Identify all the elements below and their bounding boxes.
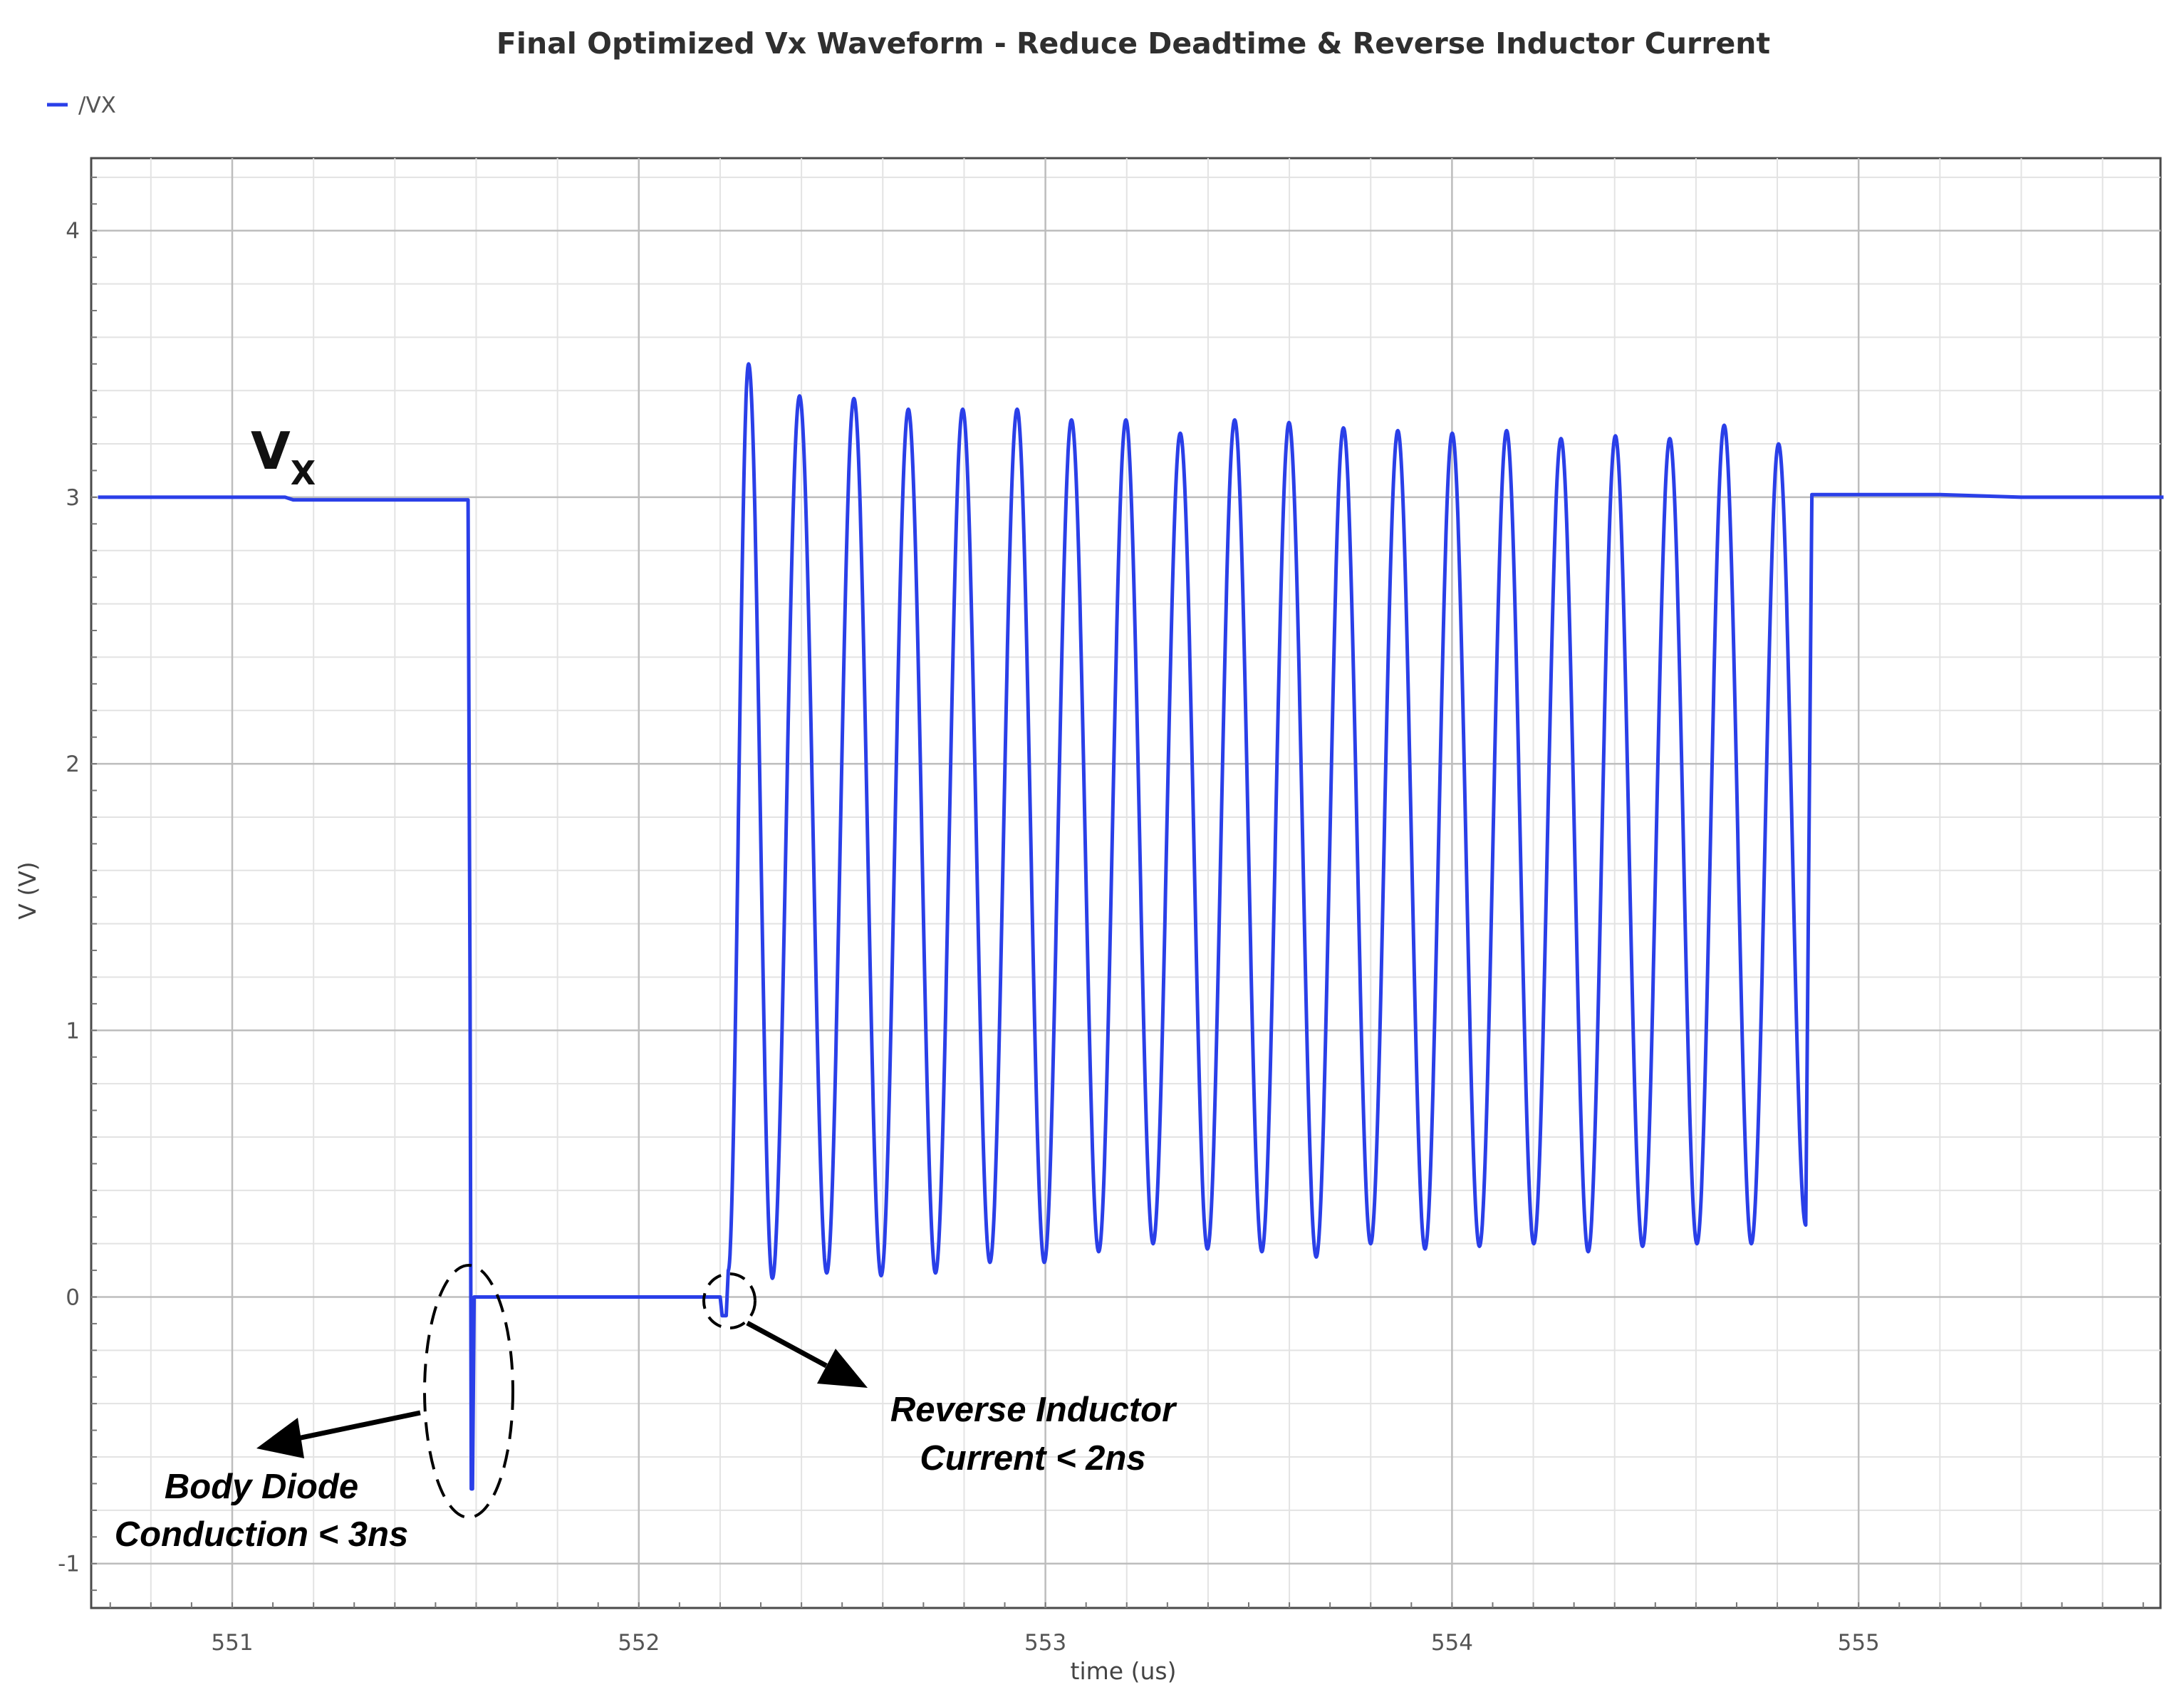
body-diode-label-line-1: Body Diode	[165, 1468, 358, 1506]
vx-label-subscript: X	[291, 454, 316, 492]
y-tick-label: -1	[58, 1552, 80, 1577]
reverse-current-label-line-1: Reverse Inductor	[890, 1391, 1177, 1429]
body-diode-label-line-2: Conduction < 3ns	[115, 1515, 408, 1554]
y-tick-label: 1	[66, 1018, 80, 1044]
y-tick-label: 2	[66, 752, 80, 777]
plot-area	[90, 157, 2162, 1609]
x-tick-label: 553	[1024, 1630, 1066, 1656]
legend: /VX	[47, 93, 116, 118]
tick-marks	[91, 176, 2144, 1608]
body-diode-arrow-head	[256, 1418, 304, 1458]
x-tick-label: 554	[1431, 1630, 1473, 1656]
vx-waveform-line	[98, 362, 2164, 1491]
y-axis-label: V (V)	[14, 861, 41, 919]
minor-grid	[91, 158, 2160, 1608]
body-diode-arrow-line	[297, 1410, 421, 1441]
x-tick-labels: 551 552 553 554 555	[211, 1630, 1879, 1656]
y-tick-label: 0	[66, 1285, 80, 1311]
series-vx	[98, 362, 2164, 1491]
y-tick-label: 3	[66, 485, 80, 511]
x-tick-label: 551	[211, 1630, 253, 1656]
x-axis-label: time (us)	[1071, 1657, 1177, 1685]
x-tick-label: 552	[618, 1630, 660, 1656]
reverse-current-arrow-line	[746, 1320, 828, 1369]
annotations: VX Body Diode Conduction < 3ns Reverse I…	[115, 421, 1177, 1554]
reverse-current-label-line-2: Current < 2ns	[920, 1439, 1145, 1478]
reverse-current-ellipse	[702, 1272, 756, 1329]
x-tick-label: 555	[1838, 1630, 1880, 1656]
legend-label: /VX	[78, 93, 116, 118]
y-tick-label: 4	[66, 219, 80, 244]
vx-label: VX	[251, 421, 316, 492]
body-diode-ellipse	[423, 1264, 514, 1519]
reverse-current-arrow-head	[817, 1349, 868, 1388]
y-tick-labels: -1 0 1 2 3 4	[58, 219, 80, 1577]
vx-label-main: V	[251, 421, 291, 481]
chart-title: Final Optimized Vx Waveform - Reduce Dea…	[496, 26, 1770, 61]
major-grid	[91, 158, 2160, 1608]
